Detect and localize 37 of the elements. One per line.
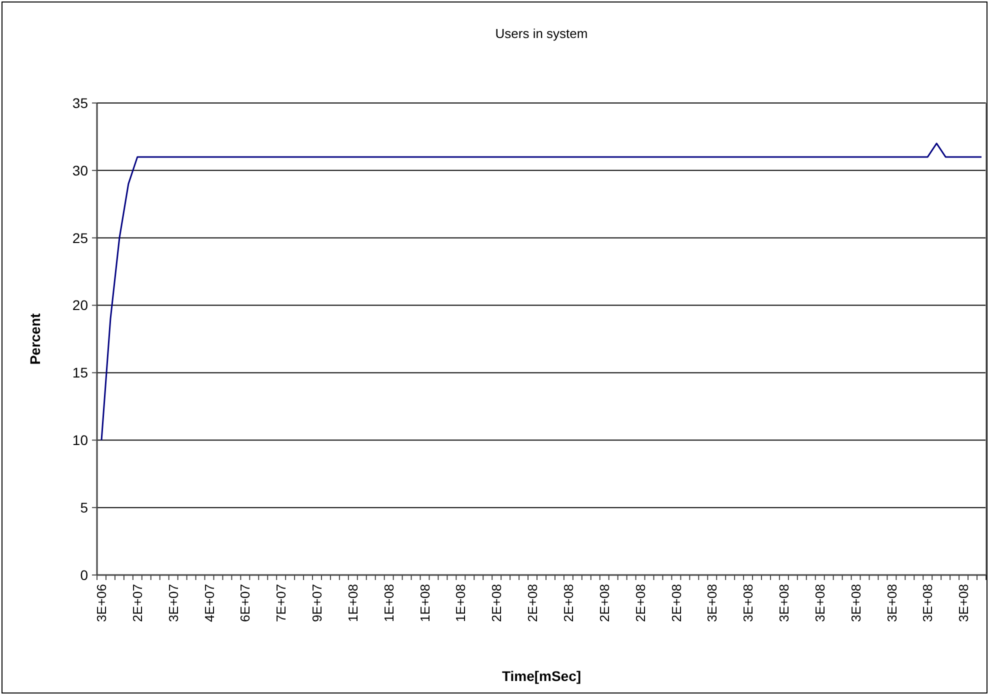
x-tick-label: 1E+08	[453, 584, 468, 622]
x-tick-label: 3E+08	[848, 584, 864, 622]
x-tick-label: 2E+08	[560, 584, 576, 622]
x-tick-label: 4E+07	[202, 584, 217, 622]
y-axis-title: Percent	[27, 312, 43, 365]
x-tick-label: 3E+08	[920, 584, 936, 622]
x-tick-label: 1E+08	[345, 584, 360, 622]
x-tick-label: 2E+08	[632, 584, 648, 622]
x-tick-label: 3E+07	[166, 584, 181, 622]
x-tick-label: 9E+07	[310, 584, 325, 622]
x-tick-label: 2E+08	[596, 584, 612, 622]
x-tick-label: 3E+08	[704, 584, 720, 622]
y-tick-label: 10	[72, 432, 88, 448]
x-tick-label: 2E+07	[130, 584, 145, 622]
y-tick-label: 25	[72, 230, 88, 246]
x-tick-label: 3E+08	[740, 584, 756, 622]
x-tick-label: 1E+08	[381, 584, 396, 622]
chart-title: Users in system	[495, 26, 588, 41]
x-tick-label: 3E+08	[956, 584, 972, 622]
x-tick-label: 2E+08	[668, 584, 684, 622]
x-tick-label: 3E+06	[94, 584, 110, 622]
line-series	[100, 142, 982, 441]
x-tick-label: 2E+08	[525, 584, 540, 622]
y-tick-label: 30	[72, 162, 88, 178]
x-tick-label: 3E+08	[776, 584, 792, 622]
y-tick-label: 0	[80, 566, 88, 583]
x-tick-label: 3E+08	[884, 584, 900, 622]
x-tick-label: 6E+07	[238, 584, 253, 622]
y-tick-label: 20	[72, 297, 88, 314]
y-tick-label: 35	[72, 94, 88, 111]
x-tick-label: 7E+07	[274, 584, 289, 622]
x-tick-label: 2E+08	[489, 584, 504, 622]
y-tick-label: 5	[80, 499, 88, 516]
x-tick-label: 1E+08	[417, 584, 432, 622]
x-tick-label: 3E+08	[812, 584, 828, 622]
x-axis-title: Time[mSec]	[502, 668, 582, 684]
y-tick-label: 15	[72, 364, 88, 381]
